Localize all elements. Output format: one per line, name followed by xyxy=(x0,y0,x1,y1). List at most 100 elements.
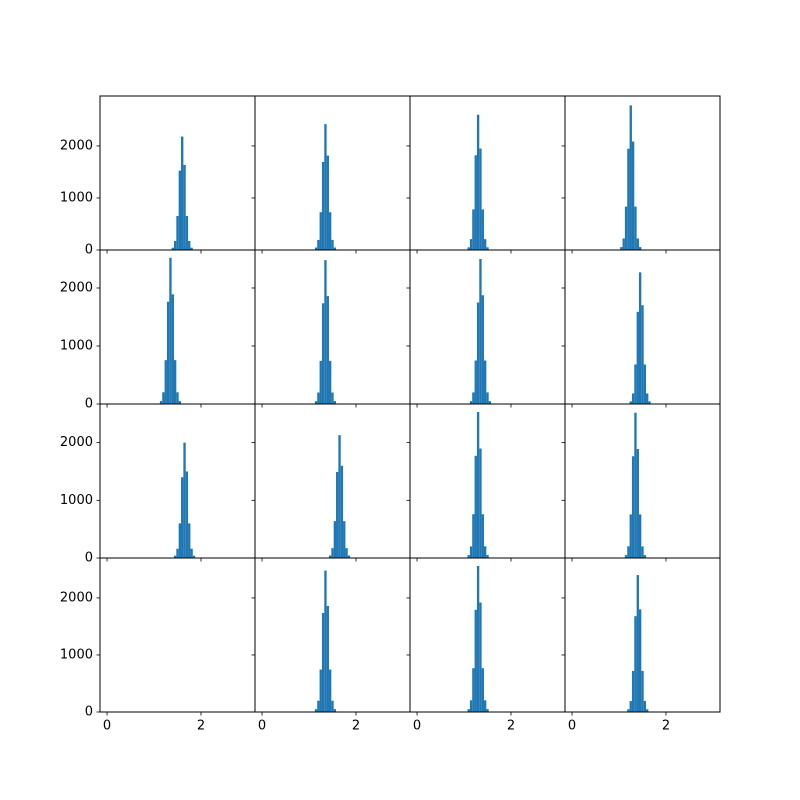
histogram-bar xyxy=(634,412,637,558)
y-tick-label: 0 xyxy=(85,705,93,720)
histogram-bar xyxy=(173,555,177,558)
histogram-bar xyxy=(481,295,484,404)
histogram-bar xyxy=(173,240,177,250)
histogram-bar xyxy=(643,364,647,404)
histogram-bar xyxy=(641,670,644,712)
histogram-bar xyxy=(472,392,475,404)
histogram-bar xyxy=(166,301,170,404)
histogram-bar xyxy=(472,209,475,250)
axes-frame xyxy=(99,557,256,713)
histogram-bar xyxy=(474,609,477,712)
histogram-bar xyxy=(314,401,318,404)
histogram-bar xyxy=(483,239,487,250)
histogram-bar xyxy=(627,148,630,250)
histogram-bar xyxy=(483,700,487,712)
histogram-bar xyxy=(321,161,325,250)
axes-frame xyxy=(409,95,566,251)
histogram-bar xyxy=(624,206,628,250)
histogram-bar xyxy=(324,260,327,404)
histogram-bar xyxy=(638,514,642,558)
histogram-bar xyxy=(314,709,318,712)
histogram-bar xyxy=(638,247,642,250)
histogram-bar xyxy=(479,448,482,558)
histogram-bar xyxy=(643,701,647,712)
histogram-bar xyxy=(474,155,477,250)
y-tick-label: 1000 xyxy=(60,647,93,662)
histogram-bar xyxy=(183,442,186,558)
y-tick-label: 1000 xyxy=(60,338,93,353)
histogram-bar xyxy=(331,548,334,558)
histogram-bar xyxy=(646,393,649,404)
histogram-bar xyxy=(331,700,334,712)
histogram-bar xyxy=(190,247,193,250)
y-tick-label: 0 xyxy=(85,551,93,566)
histogram-bar xyxy=(474,455,477,558)
histogram-bar xyxy=(338,435,341,558)
histogram-bar xyxy=(481,668,484,712)
x-tick-label: 2 xyxy=(197,719,205,734)
histogram-bar xyxy=(641,305,644,404)
histogram-bar xyxy=(340,465,344,558)
histogram-bar xyxy=(631,393,635,404)
histogram-bar xyxy=(634,206,637,250)
y-tick-label: 1000 xyxy=(60,190,93,205)
y-tick-label: 2000 xyxy=(60,590,93,605)
histogram-bar xyxy=(636,575,639,712)
histogram-bar xyxy=(476,565,480,712)
axes-frame xyxy=(99,249,256,405)
histogram-bar xyxy=(185,215,189,250)
axes-frame xyxy=(564,95,721,251)
axes-frame xyxy=(254,95,411,251)
histogram-bar xyxy=(629,105,632,250)
histogram-bar xyxy=(624,555,628,558)
histogram-bar xyxy=(317,392,320,404)
histogram-bar xyxy=(326,296,329,404)
histogram-bar xyxy=(185,471,189,558)
histogram-bar xyxy=(481,514,484,558)
histogram-bar xyxy=(326,155,329,250)
axes-frame xyxy=(409,403,566,559)
histogram-bar xyxy=(620,247,623,250)
histogram-bar xyxy=(164,360,167,404)
histogram-bar xyxy=(486,247,489,250)
axes-frame xyxy=(564,557,721,713)
histogram-bar xyxy=(169,257,172,404)
y-tick-label: 2000 xyxy=(60,435,93,450)
histogram-bar xyxy=(188,240,191,250)
histogram-bar xyxy=(178,401,182,404)
histogram-bar xyxy=(317,239,320,250)
histogram-bar xyxy=(333,709,337,712)
y-tick-label: 0 xyxy=(85,397,93,412)
histogram-bar xyxy=(469,401,473,404)
histogram-bar xyxy=(467,555,470,558)
histogram-bar xyxy=(638,609,642,712)
x-tick-label: 2 xyxy=(662,719,670,734)
histogram-bar xyxy=(467,709,470,712)
x-tick-label: 2 xyxy=(352,719,360,734)
histogram-bar xyxy=(171,247,174,250)
histogram-bar xyxy=(476,114,480,250)
histogram-bar xyxy=(183,164,186,250)
axes-frame xyxy=(254,249,411,405)
histogram-bar xyxy=(467,247,470,250)
histogram-bar xyxy=(159,401,163,404)
histogram-bar xyxy=(631,141,635,250)
histogram-bar xyxy=(479,602,482,712)
histogram-bar xyxy=(469,700,473,712)
histogram-bar xyxy=(622,238,625,250)
histogram-bar xyxy=(319,669,322,712)
histogram-bar xyxy=(481,209,484,250)
histogram-bar xyxy=(326,605,329,712)
histogram-bar xyxy=(469,546,473,558)
histogram-bar xyxy=(638,272,642,404)
histogram-bar xyxy=(331,392,334,404)
histogram-bar xyxy=(328,669,332,712)
histogram-bar xyxy=(178,523,182,558)
histogram-bar xyxy=(328,555,332,558)
histogram-bar xyxy=(176,215,179,250)
histogram-bar xyxy=(472,514,475,558)
histogram-bar xyxy=(646,709,649,712)
histogram-bar xyxy=(634,616,637,712)
axes-frame xyxy=(409,249,566,405)
histogram-bar xyxy=(336,472,339,558)
